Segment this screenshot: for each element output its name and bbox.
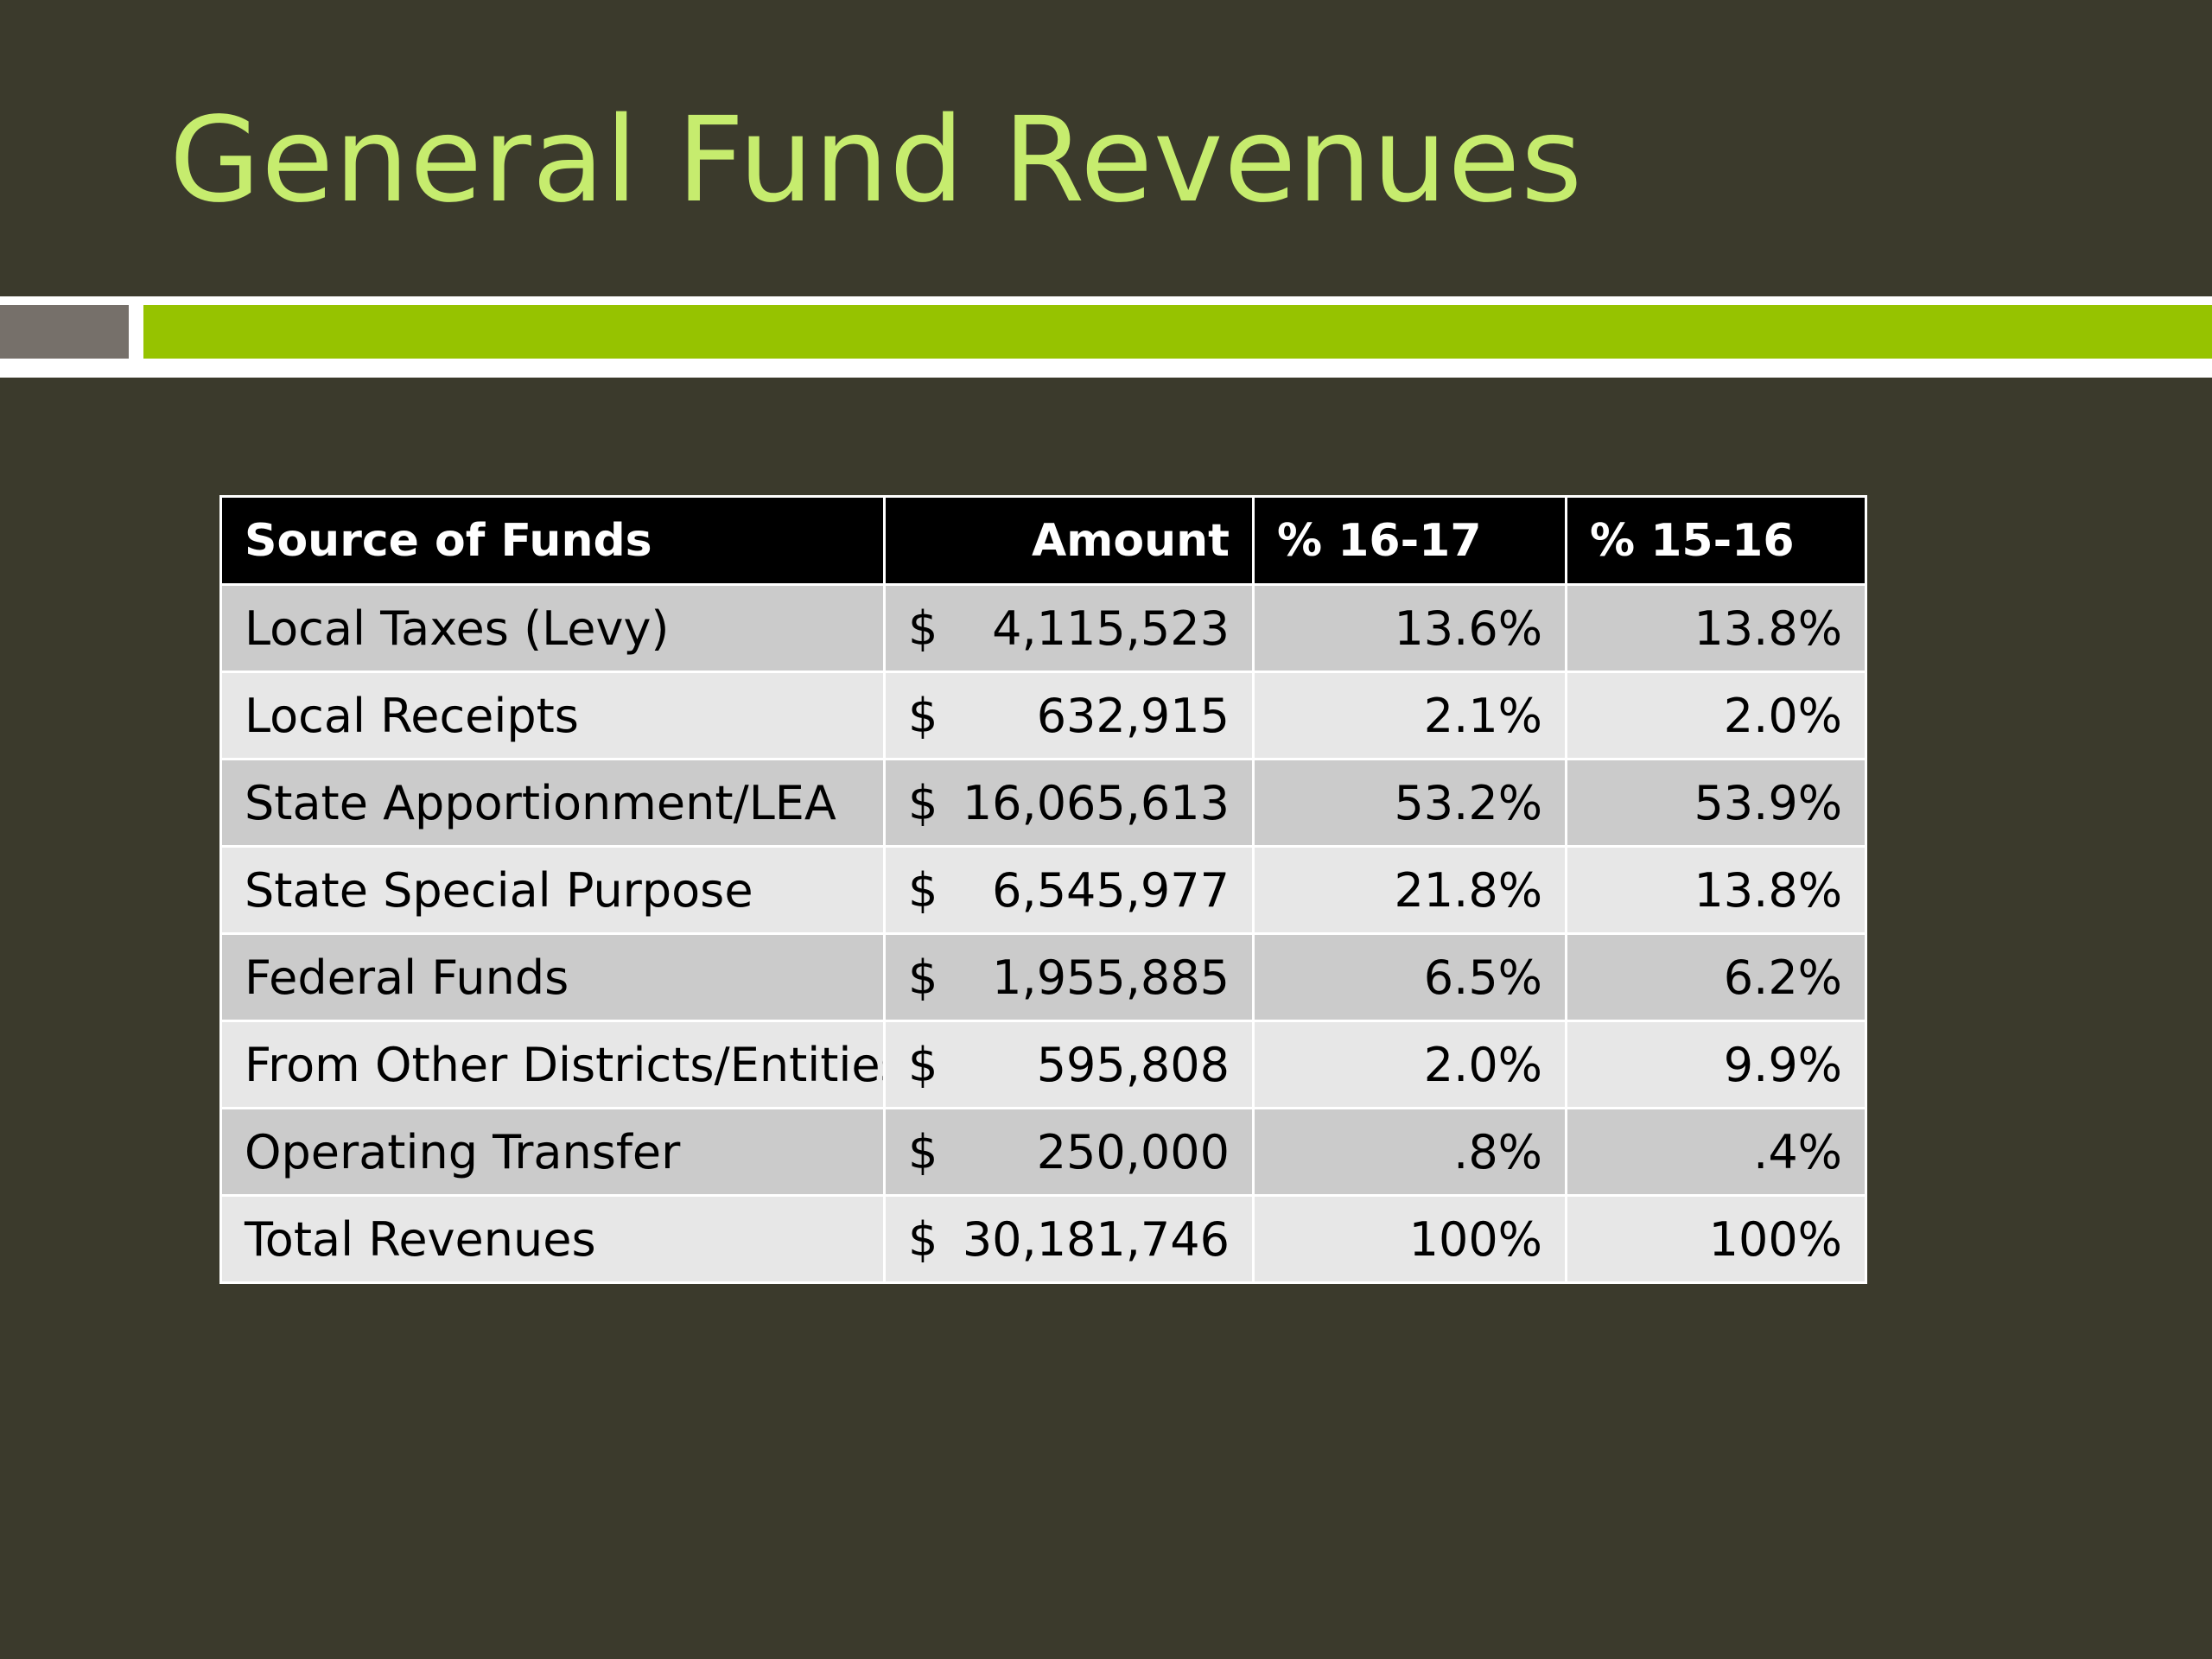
pct-15-16-cell: 13.8%: [1565, 845, 1867, 935]
currency-symbol: $: [908, 1211, 938, 1267]
table-row: Local Receipts $632,915 2.1% 2.0%: [219, 671, 1867, 760]
pct-16-17-cell: 100%: [1252, 1194, 1567, 1284]
header-pct-15-16: % 15-16: [1565, 495, 1867, 586]
source-cell: From Other Districts/Entities: [219, 1020, 886, 1109]
table-row: State Apportionment/LEA $16,065,613 53.2…: [219, 758, 1867, 848]
currency-symbol: $: [908, 775, 938, 830]
header-pct-16-17: % 16-17: [1252, 495, 1567, 586]
amount-value: 30,181,746: [962, 1211, 1230, 1267]
source-cell: State Special Purpose: [219, 845, 886, 935]
amount-cell: $250,000: [883, 1107, 1255, 1197]
pct-16-17-cell: .8%: [1252, 1107, 1567, 1197]
source-cell: Total Revenues: [219, 1194, 886, 1284]
amount-value: 1,955,885: [992, 950, 1230, 1005]
divider-gray-block: [0, 305, 129, 359]
pct-16-17-cell: 21.8%: [1252, 845, 1567, 935]
pct-15-16-cell: 53.9%: [1565, 758, 1867, 848]
table-header-row: Source of Funds Amount % 16-17 % 15-16: [219, 495, 1867, 586]
pct-15-16-cell: 9.9%: [1565, 1020, 1867, 1109]
table-row: Operating Transfer $250,000 .8% .4%: [219, 1107, 1867, 1197]
source-cell: Local Taxes (Levy): [219, 583, 886, 673]
pct-15-16-cell: .4%: [1565, 1107, 1867, 1197]
pct-15-16-cell: 2.0%: [1565, 671, 1867, 760]
pct-16-17-cell: 53.2%: [1252, 758, 1567, 848]
title-divider-band: [0, 296, 2212, 378]
amount-value: 595,808: [1036, 1037, 1230, 1092]
currency-symbol: $: [908, 862, 938, 918]
amount-cell: $16,065,613: [883, 758, 1255, 848]
table-row: Federal Funds $1,955,885 6.5% 6.2%: [219, 932, 1867, 1022]
source-cell: Operating Transfer: [219, 1107, 886, 1197]
pct-15-16-cell: 6.2%: [1565, 932, 1867, 1022]
amount-value: 16,065,613: [962, 775, 1230, 830]
source-cell: Federal Funds: [219, 932, 886, 1022]
amount-cell: $632,915: [883, 671, 1255, 760]
pct-16-17-cell: 13.6%: [1252, 583, 1567, 673]
currency-symbol: $: [908, 950, 938, 1005]
header-source-of-funds: Source of Funds: [219, 495, 886, 586]
currency-symbol: $: [908, 688, 938, 743]
amount-value: 250,000: [1036, 1124, 1230, 1179]
pct-16-17-cell: 6.5%: [1252, 932, 1567, 1022]
pct-16-17-cell: 2.1%: [1252, 671, 1567, 760]
table-row: State Special Purpose $6,545,977 21.8% 1…: [219, 845, 1867, 935]
amount-cell: $30,181,746: [883, 1194, 1255, 1284]
pct-15-16-cell: 13.8%: [1565, 583, 1867, 673]
amount-value: 632,915: [1036, 688, 1230, 743]
table-row: From Other Districts/Entities $595,808 2…: [219, 1020, 1867, 1109]
slide-title: General Fund Revenues: [169, 92, 1584, 229]
currency-symbol: $: [908, 601, 938, 656]
amount-cell: $6,545,977: [883, 845, 1255, 935]
amount-value: 4,115,523: [992, 601, 1230, 656]
currency-symbol: $: [908, 1124, 938, 1179]
revenue-table: Source of Funds Amount % 16-17 % 15-16 L…: [219, 495, 1867, 1284]
source-cell: State Apportionment/LEA: [219, 758, 886, 848]
currency-symbol: $: [908, 1037, 938, 1092]
source-cell: Local Receipts: [219, 671, 886, 760]
amount-value: 6,545,977: [992, 862, 1230, 918]
table-row-total: Total Revenues $30,181,746 100% 100%: [219, 1194, 1867, 1284]
divider-green-bar: [143, 305, 2212, 359]
pct-16-17-cell: 2.0%: [1252, 1020, 1567, 1109]
amount-cell: $4,115,523: [883, 583, 1255, 673]
amount-cell: $595,808: [883, 1020, 1255, 1109]
amount-cell: $1,955,885: [883, 932, 1255, 1022]
table-row: Local Taxes (Levy) $4,115,523 13.6% 13.8…: [219, 583, 1867, 673]
header-amount: Amount: [883, 495, 1255, 586]
pct-15-16-cell: 100%: [1565, 1194, 1867, 1284]
